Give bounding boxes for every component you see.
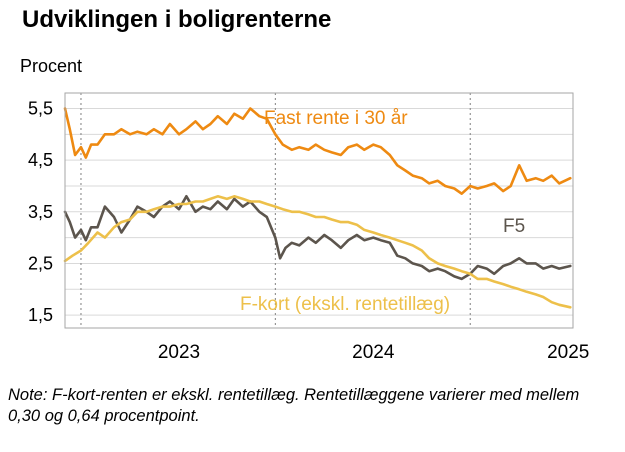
y-tick-label: 1,5 [28,305,53,325]
y-tick-label: 2,5 [28,253,53,273]
series-label-f5: F5 [503,216,525,237]
plot-frame [64,92,574,329]
y-tick-labels: 5,5 4,5 3,5 2,5 1,5 [28,98,53,325]
chart: Procent 5,5 4,5 3,5 2,5 1,5 2023 2024 2025 Fas… [20,56,590,363]
series-lines [63,107,572,309]
series-line-f5 [63,195,572,281]
y-axis-label: Procent [20,56,82,76]
y-tick-label: 4,5 [28,150,53,170]
y-tick-label: 3,5 [28,202,53,222]
x-tick-label: 2025 [547,342,589,363]
y-tick-label: 5,5 [28,98,53,118]
series-label-fast: Fast rente i 30 år [264,108,408,129]
series-label-fkort: F-kort (ekskl. rentetillæg) [240,294,450,315]
x-tick-label: 2023 [158,342,200,363]
x-tick-labels: 2023 2024 2025 [158,342,590,363]
chart-title: Udviklingen i boligrenterne [22,6,332,33]
series-line-fast-rente-i-30-r [63,107,572,195]
year-dividers [80,93,471,328]
series-line-f-kort-ekskl-rentetill-g [63,195,572,309]
footnote: Note: F-kort-renten er ekskl. rentetillæ… [8,386,580,425]
x-tick-label: 2024 [352,342,395,363]
